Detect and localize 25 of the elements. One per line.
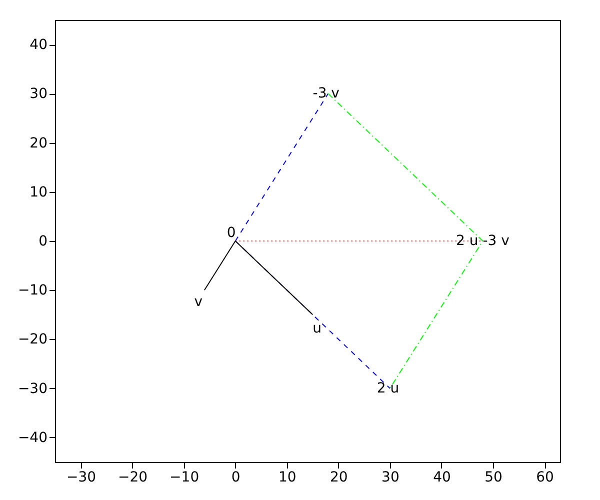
annotation: 0 — [226, 225, 236, 241]
annotation: v — [194, 294, 203, 310]
x-tick-label: −10 — [170, 470, 200, 486]
y-tick-label: 30 — [30, 86, 48, 102]
y-tick-label: 10 — [30, 184, 48, 200]
y-tick-label: 40 — [30, 37, 48, 54]
y-tick-label: −30 — [18, 380, 48, 397]
x-tick-label: 30 — [382, 470, 400, 486]
x-tick-label: −30 — [66, 470, 96, 486]
annotation: 2 u -3 v — [456, 233, 510, 249]
y-tick-label: 20 — [30, 135, 48, 152]
x-tick-label: −20 — [118, 470, 148, 486]
x-tick-label: 20 — [330, 470, 348, 486]
y-tick-label: 0 — [38, 234, 48, 250]
annotation: 2 u — [376, 380, 400, 396]
annotation: -3 v — [312, 86, 340, 102]
y-tick-label: −40 — [18, 430, 48, 446]
annotation: u — [312, 320, 322, 337]
y-tick-label: −10 — [18, 282, 48, 299]
x-tick-label: 40 — [433, 470, 451, 486]
x-tick-label: 0 — [231, 470, 240, 486]
x-tick-label: 60 — [536, 470, 554, 486]
y-tick-label: −20 — [18, 332, 48, 348]
x-tick-label: 50 — [484, 470, 502, 486]
x-tick-label: 10 — [278, 470, 296, 486]
